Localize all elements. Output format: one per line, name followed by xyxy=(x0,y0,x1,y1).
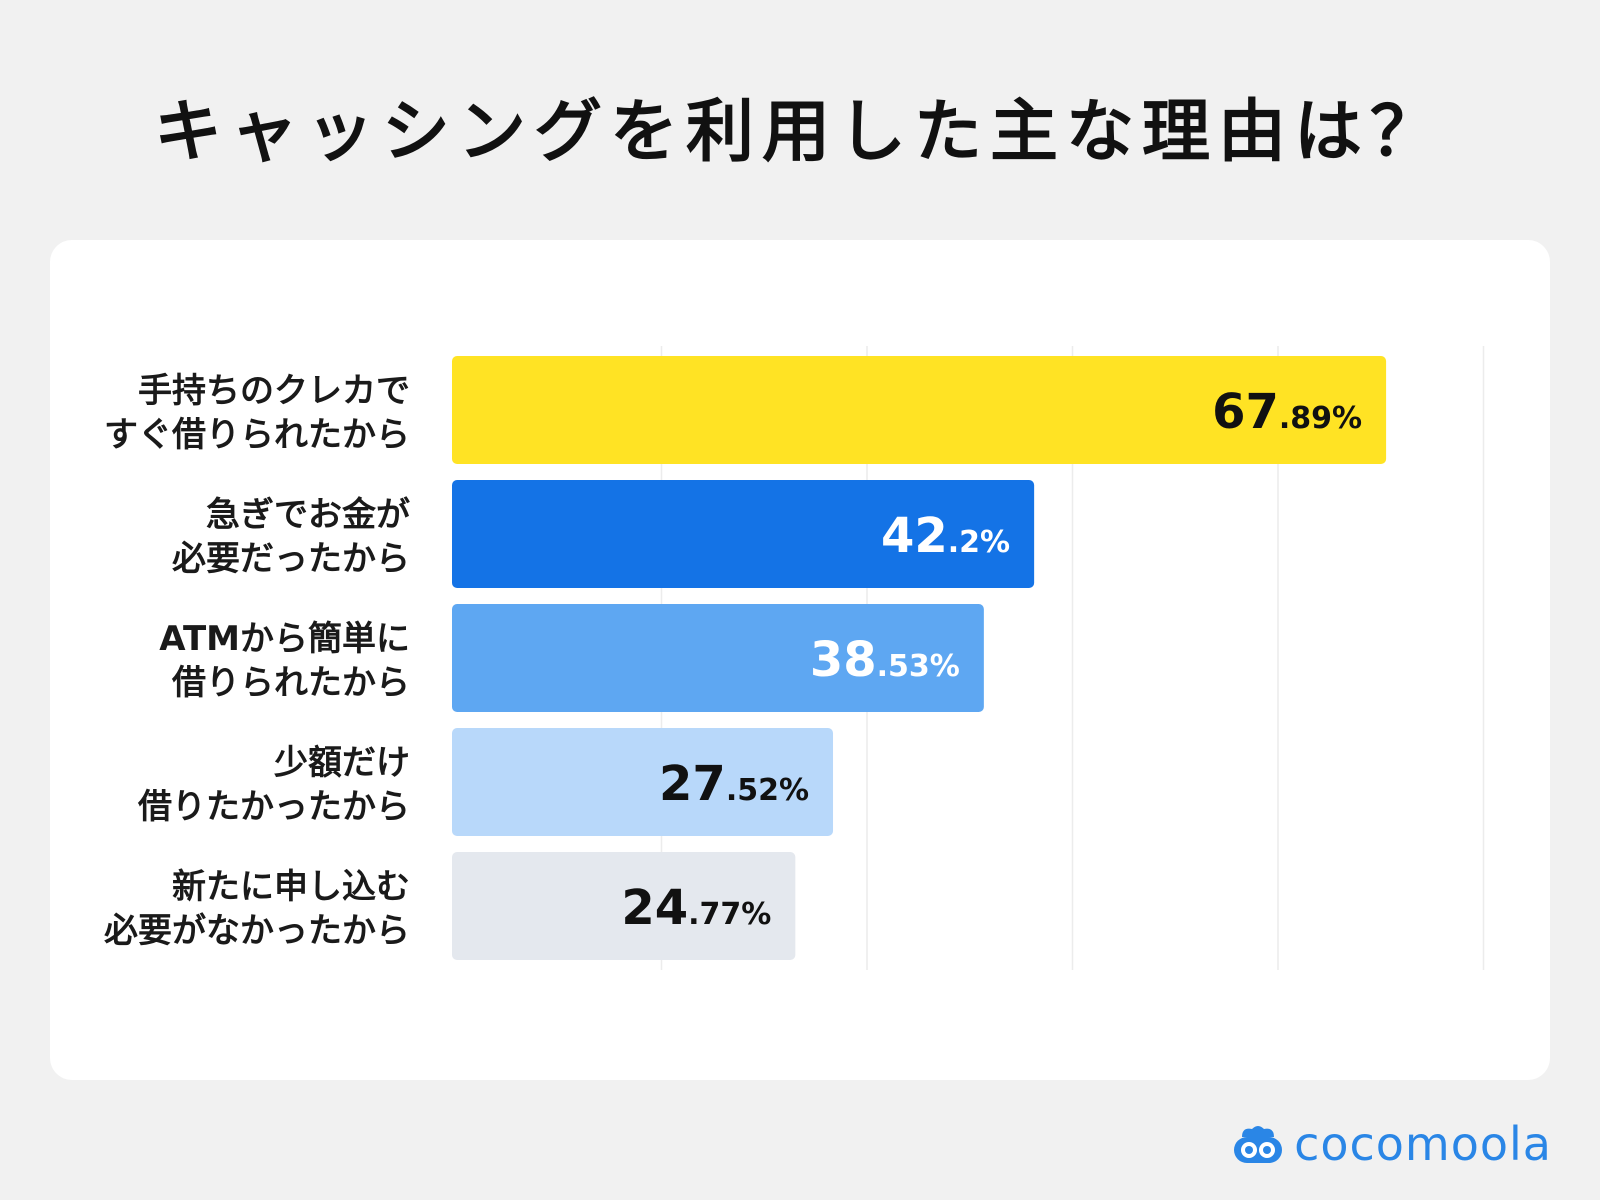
value-label-int: 42 xyxy=(881,508,948,564)
bar-4 xyxy=(452,728,834,836)
category-label-line: 必要がなかったから xyxy=(104,911,410,951)
value-label-1: 67.89% xyxy=(1212,384,1362,440)
bar-chart: 手持ちのクレカですぐ借りられたから急ぎでお金が必要だったからATMから簡単に借り… xyxy=(104,346,1485,970)
category-label-2: 急ぎでお金が必要だったから xyxy=(172,495,410,579)
chart-card: 手持ちのクレカですぐ借りられたから 急ぎでお金が必要だったから ATMから簡単に借り… xyxy=(50,240,1550,1080)
value-label-5: 24.77% xyxy=(621,880,771,936)
value-label-4: 27.52% xyxy=(659,756,809,812)
value-label-dec: .77% xyxy=(688,897,771,932)
bar-1 xyxy=(452,356,1387,464)
category-label-line: 急ぎでお金が xyxy=(206,495,410,535)
category-labels: 手持ちのクレカですぐ借りられたから急ぎでお金が必要だったからATMから簡単に借り… xyxy=(104,371,410,951)
value-label-int: 24 xyxy=(621,880,688,936)
category-label-line: 新たに申し込む xyxy=(172,867,410,907)
category-label-3: ATMから簡単に借りられたから xyxy=(159,619,410,703)
value-label-int: 38 xyxy=(810,632,877,688)
value-label-3: 38.53% xyxy=(810,632,960,688)
category-label-line: 必要だったから xyxy=(172,539,410,579)
category-label-line: 借りられたから xyxy=(171,663,410,703)
value-label-dec: .89% xyxy=(1279,401,1362,436)
value-label-dec: .2% xyxy=(948,525,1010,560)
brand-mascot-icon xyxy=(1234,1126,1283,1163)
value-label-dec: .53% xyxy=(877,649,960,684)
bars xyxy=(452,356,1387,960)
brand-logo: cocomoola xyxy=(1232,1116,1552,1172)
bar-3 xyxy=(452,604,984,712)
value-label-2: 42.2% xyxy=(881,508,1010,564)
category-label-line: 借りたかったから xyxy=(137,787,410,827)
value-labels: 67.89% 42.2% 38.53% 27.52% 24.77% xyxy=(621,384,1362,936)
bar-2 xyxy=(452,480,1035,588)
value-label-dec: .52% xyxy=(726,773,809,808)
category-label-line: すぐ借りられたから xyxy=(104,415,410,455)
bar-5 xyxy=(452,852,796,960)
category-label-5: 新たに申し込む必要がなかったから xyxy=(104,867,410,951)
page-title: キャッシングを利用した主な理由は？ xyxy=(153,93,1446,172)
category-label-line: 手持ちのクレカで xyxy=(138,371,410,411)
value-label-int: 27 xyxy=(659,756,726,812)
category-label-line: 少額だけ xyxy=(274,743,410,783)
category-label-1: 手持ちのクレカですぐ借りられたから xyxy=(104,371,410,455)
category-label-line: ATMから簡単に xyxy=(159,619,410,659)
brand-name: cocomoola xyxy=(1294,1117,1552,1171)
value-label-int: 67 xyxy=(1212,384,1279,440)
category-label-4: 少額だけ借りたかったから xyxy=(137,743,410,827)
